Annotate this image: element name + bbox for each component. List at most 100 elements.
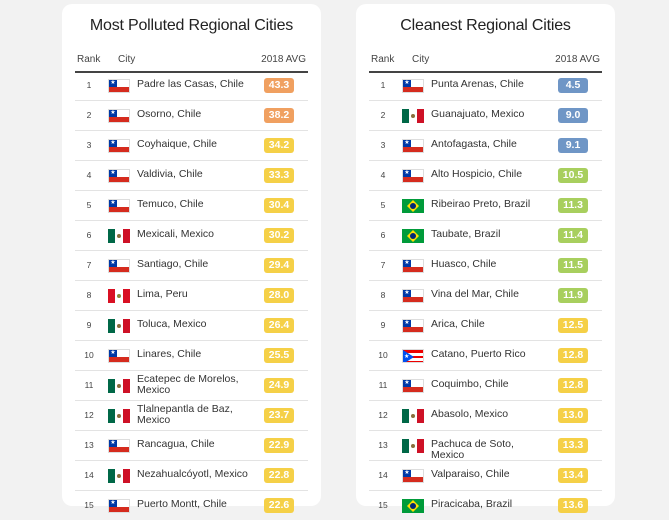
table-row: 5 Ribeirao Preto, Brazil 11.3	[369, 191, 602, 221]
table-body: 1 ★ Punta Arenas, Chile 4.5 2 Guanajuato, Mex…	[369, 71, 602, 520]
avg-value-badge: 30.4	[264, 198, 294, 213]
flag-chile-icon: ★	[402, 319, 424, 333]
avg-value-badge: 38.2	[264, 108, 294, 123]
flag-mexico-icon	[108, 319, 130, 333]
avg-value-badge: 25.5	[264, 348, 294, 363]
city-cell: Toluca, Mexico	[137, 318, 207, 330]
rank-cell: 15	[84, 500, 94, 510]
flag-chile-icon: ★	[108, 499, 130, 513]
rank-header: Rank	[77, 54, 101, 65]
avg-value-badge: 9.1	[558, 138, 588, 153]
flag-chile-icon: ★	[402, 259, 424, 273]
avg-value-badge: 11.5	[558, 258, 588, 273]
rank-cell: 1	[380, 80, 386, 90]
flag-brazil-icon	[402, 229, 424, 243]
city-cell: Padre las Casas, Chile	[137, 78, 244, 90]
rank-cell: 12	[84, 410, 94, 420]
avg-value-badge: 10.5	[558, 168, 588, 183]
flag-peru-icon	[108, 289, 130, 303]
city-cell: Osorno, Chile	[137, 108, 202, 120]
avg-value-badge: 43.3	[264, 78, 294, 93]
city-cell: Abasolo, Mexico	[431, 408, 509, 420]
flag-chile-icon: ★	[402, 139, 424, 153]
table-row: 9 Toluca, Mexico 26.4	[75, 311, 308, 341]
city-cell: Puerto Montt, Chile	[137, 498, 227, 510]
rank-cell: 15	[378, 500, 388, 510]
table-row: 12 Abasolo, Mexico 13.0	[369, 401, 602, 431]
avg-value-badge: 29.4	[264, 258, 294, 273]
city-cell: Lima, Peru	[137, 288, 188, 300]
table-body: 1 ★ Padre las Casas, Chile 43.3 2 ★ Osorno, Ch…	[75, 71, 308, 520]
city-cell: Pachuca de Soto, Mexico	[431, 438, 514, 461]
table-row: 11 Ecatepec de Morelos, Mexico 24.9	[75, 371, 308, 401]
rank-cell: 3	[380, 140, 386, 150]
avg-value-badge: 24.9	[264, 378, 294, 393]
city-cell: Nezahualcóyotl, Mexico	[137, 468, 248, 480]
city-cell: Valparaiso, Chile	[431, 468, 510, 480]
avg-value-badge: 22.8	[264, 468, 294, 483]
rank-cell: 4	[380, 170, 386, 180]
avg-value-badge: 30.2	[264, 228, 294, 243]
rank-cell: 11	[84, 380, 94, 390]
flag-mexico-icon	[402, 409, 424, 423]
city-cell: Piracicaba, Brazil	[431, 498, 513, 510]
table-row: 2 ★ Osorno, Chile 38.2	[75, 101, 308, 131]
table-row: 10 ★ Catano, Puerto Rico 12.8	[369, 341, 602, 371]
table-row: 4 ★ Valdivia, Chile 33.3	[75, 161, 308, 191]
avg-value-badge: 13.6	[558, 498, 588, 513]
avg-value-badge: 11.3	[558, 198, 588, 213]
flag-chile-icon: ★	[108, 79, 130, 93]
flag-chile-icon: ★	[108, 169, 130, 183]
rank-cell: 6	[86, 230, 92, 240]
rank-cell: 7	[380, 260, 386, 270]
flag-brazil-icon	[402, 499, 424, 513]
flag-chile-icon: ★	[108, 259, 130, 273]
flag-mexico-icon	[108, 379, 130, 393]
table-row: 15 ★ Puerto Montt, Chile 22.6	[75, 491, 308, 520]
flag-chile-icon: ★	[108, 199, 130, 213]
rank-cell: 9	[86, 320, 92, 330]
avg-value-badge: 4.5	[558, 78, 588, 93]
rank-cell: 13	[84, 440, 94, 450]
city-cell: Tlalnepantla de Baz, Mexico	[137, 403, 233, 426]
avg-value-badge: 11.9	[558, 288, 588, 303]
rank-cell: 13	[378, 440, 388, 450]
panel-title: Cleanest Regional Cities	[400, 17, 571, 34]
table-row: 7 ★ Huasco, Chile 11.5	[369, 251, 602, 281]
city-cell: Linares, Chile	[137, 348, 202, 360]
city-cell: Antofagasta, Chile	[431, 138, 517, 150]
flag-mexico-icon	[402, 439, 424, 453]
table-row: 11 ★ Coquimbo, Chile 12.8	[369, 371, 602, 401]
flag-brazil-icon	[402, 199, 424, 213]
table-row: 14 ★ Valparaiso, Chile 13.4	[369, 461, 602, 491]
rank-cell: 1	[86, 80, 92, 90]
avg-value-badge: 34.2	[264, 138, 294, 153]
flag-puerto-rico-icon: ★	[402, 349, 424, 363]
flag-chile-icon: ★	[402, 289, 424, 303]
avg-value-badge: 33.3	[264, 168, 294, 183]
avg-value-badge: 22.6	[264, 498, 294, 513]
table-row: 8 ★ Vina del Mar, Chile 11.9	[369, 281, 602, 311]
panel-title: Most Polluted Regional Cities	[89, 17, 294, 34]
city-cell: Arica, Chile	[431, 318, 485, 330]
rank-cell: 8	[86, 290, 92, 300]
city-cell: Valdivia, Chile	[137, 168, 203, 180]
most-polluted-panel: Most Polluted Regional Cities Rank City …	[62, 4, 321, 513]
table-row: 6 Mexicali, Mexico 30.2	[75, 221, 308, 251]
avg-value-badge: 12.8	[558, 378, 588, 393]
table-header: Rank City 2018 AVG	[75, 53, 308, 73]
table-row: 6 Taubate, Brazil 11.4	[369, 221, 602, 251]
avg-value-badge: 11.4	[558, 228, 588, 243]
rank-cell: 14	[378, 470, 388, 480]
avg-value-badge: 22.9	[264, 438, 294, 453]
city-cell: Taubate, Brazil	[431, 228, 501, 240]
table-row: 4 ★ Alto Hospicio, Chile 10.5	[369, 161, 602, 191]
cleanest-panel: Cleanest Regional Cities Rank City 2018 …	[356, 4, 615, 513]
avg-value-badge: 13.3	[558, 438, 588, 453]
rank-cell: 7	[86, 260, 92, 270]
avg-value-badge: 9.0	[558, 108, 588, 123]
table-row: 7 ★ Santiago, Chile 29.4	[75, 251, 308, 281]
rank-cell: 4	[86, 170, 92, 180]
city-cell: Guanajuato, Mexico	[431, 108, 525, 120]
rank-cell: 5	[380, 200, 386, 210]
